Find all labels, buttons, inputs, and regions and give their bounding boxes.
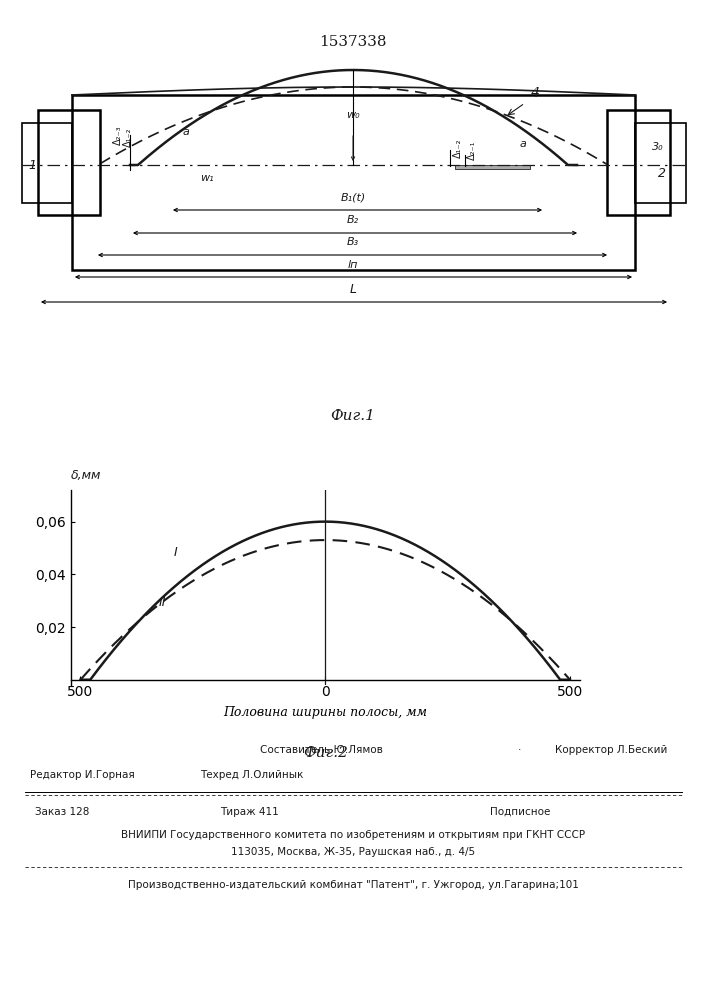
Text: I: I (173, 546, 177, 559)
Text: 1: 1 (28, 159, 36, 172)
Text: Техред Л.Олийнык: Техред Л.Олийнык (200, 770, 303, 780)
Text: w₁: w₁ (200, 173, 214, 183)
Text: w₀: w₀ (346, 110, 360, 120)
Text: B₃: B₃ (347, 237, 359, 247)
Text: L: L (349, 283, 356, 296)
Text: ВНИИПИ Государственного комитета по изобретениям и открытиям при ГКНТ СССР: ВНИИПИ Государственного комитета по изоб… (121, 830, 585, 840)
Text: Тираж 411: Тираж 411 (220, 807, 279, 817)
Text: Δ₂₋₃: Δ₂₋₃ (113, 125, 123, 145)
Text: Фиг.2: Фиг.2 (303, 746, 348, 760)
Text: lп: lп (348, 260, 358, 270)
Text: Δ₂₋₁: Δ₂₋₁ (467, 140, 477, 160)
Text: Δ₁₋₂: Δ₁₋₂ (453, 138, 463, 158)
Text: B₂: B₂ (347, 215, 359, 225)
Text: a: a (520, 139, 527, 149)
Text: Δ₁₋₂: Δ₁₋₂ (123, 127, 133, 147)
Text: 4: 4 (530, 86, 539, 100)
Text: 2: 2 (658, 167, 666, 180)
Text: 3₀: 3₀ (652, 142, 664, 152)
Text: Производственно-издательский комбинат "Патент", г. Ужгород, ул.Гагарина;101: Производственно-издательский комбинат "П… (127, 880, 578, 890)
Text: Составитель Ю.Лямов: Составитель Ю.Лямов (260, 745, 383, 755)
Text: 113035, Москва, Ж-35, Раушская наб., д. 4/5: 113035, Москва, Ж-35, Раушская наб., д. … (231, 847, 475, 857)
Text: 1537338: 1537338 (320, 35, 387, 49)
Text: Подписное: Подписное (490, 807, 550, 817)
Text: a: a (183, 127, 190, 137)
Text: Заказ 128: Заказ 128 (35, 807, 89, 817)
Text: Редактор И.Горная: Редактор И.Горная (30, 770, 135, 780)
Text: Корректор Л.Беский: Корректор Л.Беский (555, 745, 667, 755)
Polygon shape (455, 165, 530, 169)
Text: ·: · (518, 745, 522, 755)
Text: Фиг.1: Фиг.1 (331, 409, 375, 423)
X-axis label: Половина ширины полосы, мм: Половина ширины полосы, мм (223, 706, 427, 719)
Text: II: II (159, 596, 166, 609)
Text: B₁(t): B₁(t) (340, 192, 366, 202)
Text: δ,мм: δ,мм (71, 469, 101, 482)
